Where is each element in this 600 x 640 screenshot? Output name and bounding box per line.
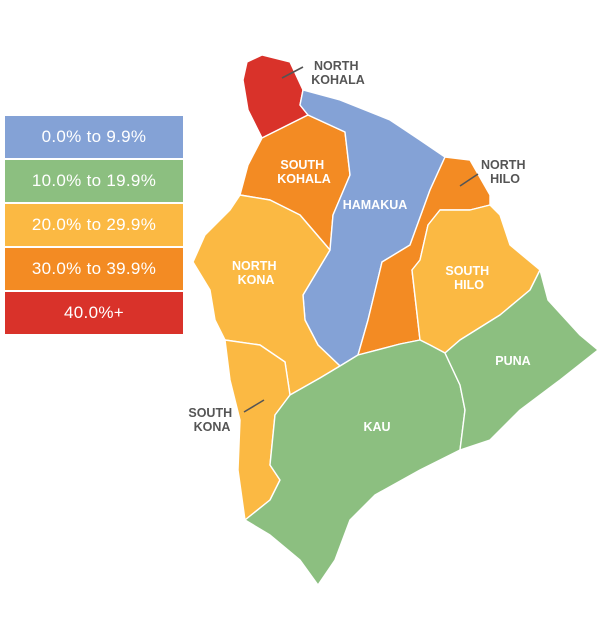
legend-item-0-to-9: 0.0% to 9.9%	[5, 116, 183, 158]
legend-label: 0.0% to 9.9%	[41, 127, 147, 146]
map-legend: 0.0% to 9.9% 10.0% to 19.9% 20.0% to 29.…	[5, 116, 183, 336]
legend-item-40-plus: 40.0%+	[5, 292, 183, 334]
label-north-kona: NORTH KONA	[232, 259, 280, 287]
label-north-hilo: NORTH HILO	[481, 158, 529, 186]
legend-item-30-to-39: 30.0% to 39.9%	[5, 248, 183, 290]
legend-label: 20.0% to 29.9%	[31, 215, 157, 234]
legend-item-20-to-29: 20.0% to 29.9%	[5, 204, 183, 246]
leader-line-south-kona	[243, 399, 265, 413]
legend-label: 10.0% to 19.9%	[31, 171, 157, 190]
legend-label: 30.0% to 39.9%	[31, 259, 157, 278]
region-puna[interactable]	[444, 269, 599, 451]
label-south-hilo: SOUTH HILO	[445, 264, 492, 292]
label-south-kona: SOUTH KONA	[188, 406, 235, 434]
label-south-kohala: SOUTH KOHALA	[277, 158, 330, 186]
label-puna: PUNA	[495, 354, 530, 368]
leader-line-north-kohala	[281, 66, 304, 79]
leader-line-north-hilo	[459, 173, 479, 187]
region-kau[interactable]	[244, 339, 466, 586]
label-hamakua: HAMAKUA	[343, 198, 408, 212]
legend-label: 40.0%+	[64, 303, 124, 322]
label-north-kohala: NORTH KOHALA	[311, 59, 364, 87]
label-kau: KAU	[363, 420, 390, 434]
legend-item-10-to-19: 10.0% to 19.9%	[5, 160, 183, 202]
